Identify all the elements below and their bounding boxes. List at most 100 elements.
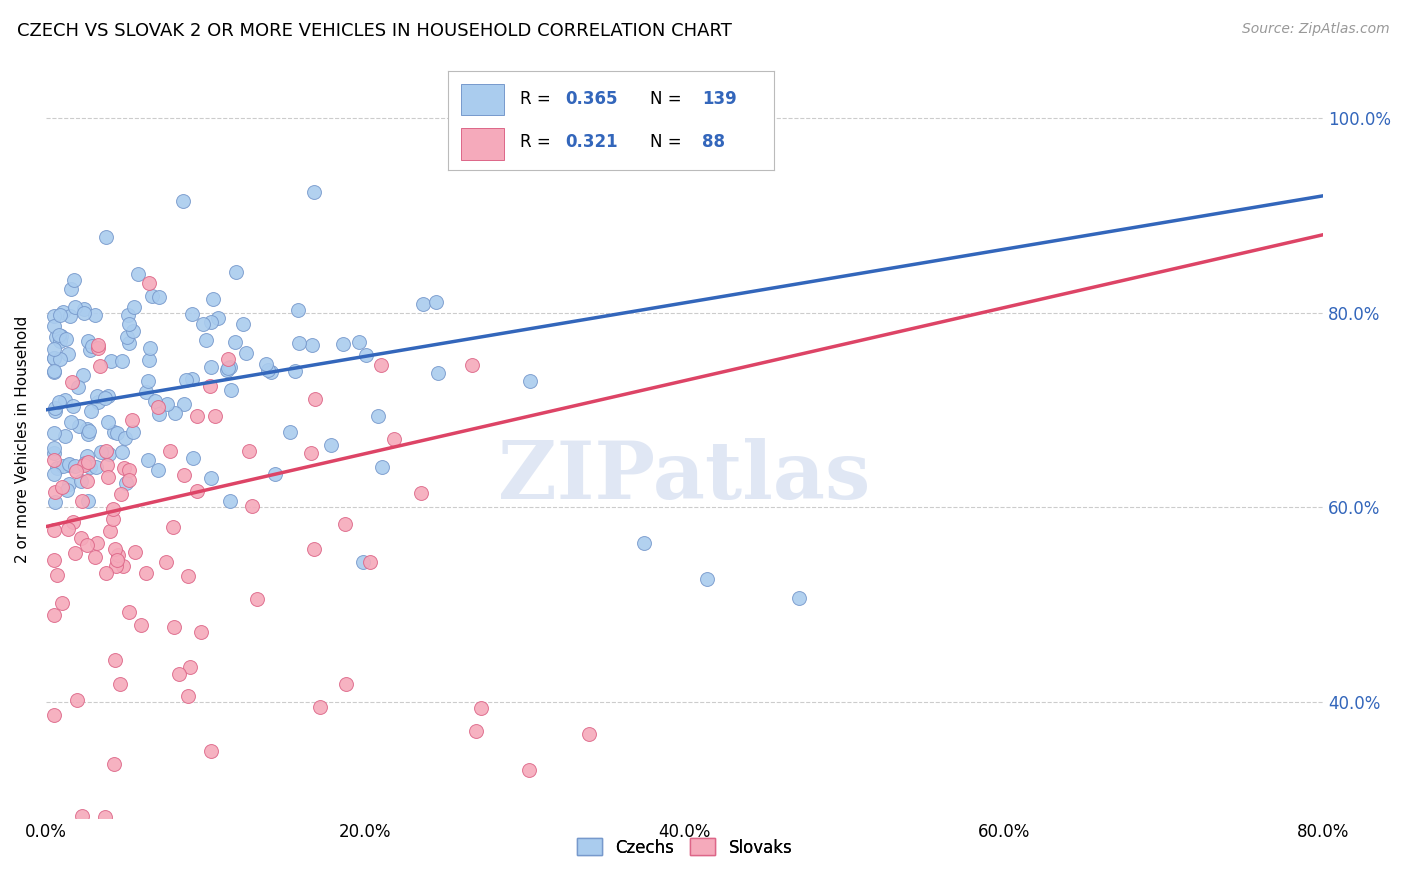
Point — [44, 607, 66, 622]
Point — [63, 272, 86, 286]
Point — [136, 374, 159, 388]
Point — [84, 308, 107, 322]
Point — [246, 592, 269, 607]
Point — [52, 305, 75, 319]
Point — [105, 425, 128, 440]
Point — [45, 567, 67, 582]
Point — [97, 470, 120, 484]
Point — [110, 677, 132, 691]
Point — [181, 307, 204, 321]
Point — [309, 700, 332, 714]
Point — [105, 558, 128, 573]
Point — [219, 493, 242, 508]
Point — [257, 363, 280, 377]
Point — [284, 364, 307, 378]
Point — [45, 329, 67, 343]
Point — [176, 689, 198, 703]
Point — [332, 337, 354, 351]
Point — [63, 300, 86, 314]
Point — [118, 473, 141, 487]
Point — [136, 453, 159, 467]
Point — [59, 309, 82, 323]
Point — [461, 359, 484, 373]
Point — [235, 346, 257, 360]
Point — [163, 620, 186, 634]
Point — [49, 352, 72, 367]
Point — [138, 277, 160, 291]
Point — [121, 425, 143, 439]
Point — [190, 624, 212, 639]
Point — [177, 569, 200, 583]
Point — [87, 341, 110, 355]
Point — [103, 502, 125, 516]
Point — [201, 292, 224, 306]
Point — [79, 343, 101, 357]
Point — [96, 230, 118, 244]
Point — [260, 365, 283, 379]
Point — [173, 467, 195, 482]
Point — [787, 591, 810, 605]
Point — [425, 295, 447, 310]
Point — [107, 553, 129, 567]
Point — [148, 407, 170, 421]
Point — [173, 397, 195, 411]
Point — [162, 519, 184, 533]
Point — [194, 333, 217, 347]
Point — [129, 618, 152, 632]
Point — [56, 483, 79, 497]
Point — [111, 354, 134, 368]
Point — [174, 373, 197, 387]
Point — [58, 522, 80, 536]
Point — [179, 659, 201, 673]
Point — [70, 474, 93, 488]
Point — [44, 485, 66, 500]
Point — [349, 334, 371, 349]
Point — [100, 354, 122, 368]
Point — [42, 467, 65, 481]
Point — [42, 523, 65, 537]
Point — [59, 282, 82, 296]
Point — [103, 511, 125, 525]
Point — [73, 302, 96, 317]
Point — [83, 550, 105, 565]
Point — [103, 757, 125, 772]
Point — [42, 441, 65, 455]
Point — [76, 474, 98, 488]
Point — [55, 332, 77, 346]
Point — [46, 461, 69, 475]
Point — [100, 524, 122, 538]
Point — [409, 485, 432, 500]
Point — [94, 444, 117, 458]
Point — [124, 300, 146, 314]
Point — [97, 389, 120, 403]
Point — [73, 306, 96, 320]
Point — [225, 265, 247, 279]
Point — [117, 308, 139, 322]
Point — [127, 268, 149, 282]
Point — [219, 359, 242, 374]
Point — [42, 342, 65, 356]
Point — [319, 438, 342, 452]
Point — [70, 531, 93, 545]
Point — [67, 419, 90, 434]
Point — [59, 415, 82, 429]
Point — [65, 693, 87, 707]
Point — [58, 457, 80, 471]
Point — [112, 559, 135, 574]
Point — [186, 409, 208, 423]
Point — [51, 479, 73, 493]
Point — [193, 317, 215, 331]
Point — [94, 810, 117, 824]
Point — [42, 351, 65, 365]
Y-axis label: 2 or more Vehicles in Household: 2 or more Vehicles in Household — [15, 316, 30, 563]
Point — [48, 334, 70, 348]
Point — [62, 399, 84, 413]
Point — [73, 458, 96, 472]
Point — [517, 764, 540, 778]
Point — [200, 471, 222, 485]
Point — [87, 395, 110, 409]
Point — [254, 357, 277, 371]
Point — [122, 324, 145, 338]
Point — [115, 330, 138, 344]
Point — [135, 566, 157, 580]
